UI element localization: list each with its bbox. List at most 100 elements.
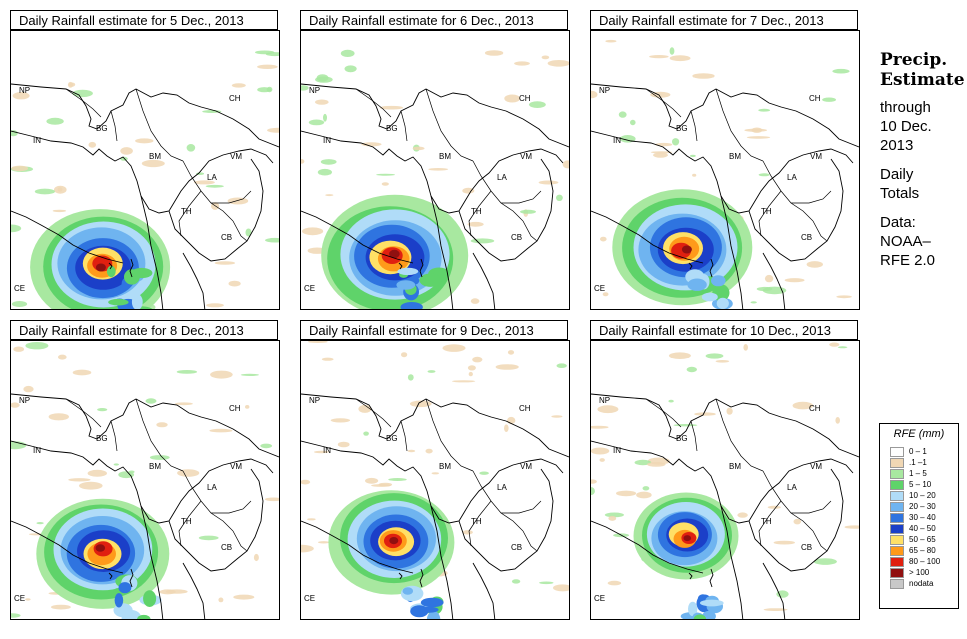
coastline [591,130,854,214]
legend-item: 65 – 80 [890,545,958,556]
rain-speckle [692,173,697,177]
map-area: NP CH IN BG BM VM LA TH CB CE [10,340,280,620]
rain-speckle [829,342,840,347]
country-border [812,220,828,242]
legend-swatch [890,567,904,578]
map-svg: NP CH IN BG BM VM LA TH CB CE [591,342,859,619]
rain-speckle [301,85,309,91]
country-label: BG [96,434,108,443]
rain-speckle [758,173,770,177]
rain-speckle [607,580,622,586]
rain-cell [420,606,439,613]
country-border [645,398,682,428]
legend-label: 10 – 20 [909,491,936,500]
rain-speckle [113,463,120,466]
rain-speckle [11,301,28,307]
country-border [178,190,202,237]
country-label: CE [14,284,25,293]
rain-speckle [409,400,432,408]
country-label: BG [676,434,688,443]
rain-speckle [36,522,44,525]
legend-label: 1 – 5 [909,469,927,478]
legend-label: .1 –1 [909,458,927,467]
rain-speckle [186,144,196,152]
country-border [400,110,408,142]
coastline [301,130,564,214]
coastline [709,568,714,588]
country-label: VM [520,462,532,471]
rain-speckle [321,357,334,361]
rain-speckle [832,68,850,74]
rain-speckle [316,74,329,82]
rain-speckle [325,194,334,197]
rain-speckle [260,443,273,449]
country-label: NP [19,396,30,405]
rain-speckle [758,108,771,112]
country-border [468,500,492,547]
rain-speckle [202,110,222,113]
rain-speckle [97,408,108,412]
country-border [110,420,118,452]
rain-speckle [79,481,103,490]
through-label: through [880,99,931,116]
panel-title: Daily Rainfall estimate for 6 Dec., 2013 [300,10,568,30]
rain-speckle [793,518,802,525]
rain-speckle [767,505,781,509]
country-border [715,88,764,162]
rain-speckle [764,274,774,283]
rain-speckle [751,127,763,133]
rain-speckle [412,146,425,151]
rain-speckle [193,180,215,185]
coastline [709,258,714,278]
country-label: BM [439,152,451,161]
legend-swatch [890,556,904,567]
rain-speckle [176,370,198,374]
country-label: CB [511,543,522,552]
country-border [425,398,474,472]
legend-label: 40 – 50 [909,524,936,533]
rain-cell [701,292,718,302]
country-border [791,500,832,514]
rain-speckle [520,209,536,214]
rain-speckle [317,168,332,176]
legend-item: 5 – 10 [890,479,958,490]
rain-speckle [407,449,416,453]
rain-speckle [694,412,716,416]
rain-speckle [836,295,852,299]
rain-speckle [379,105,404,110]
rain-speckle [511,579,521,584]
rain-speckle [206,303,224,308]
legend-swatch [890,490,904,501]
rain-cell [402,587,414,595]
rain-cell [131,294,143,309]
rain-speckle [88,141,97,148]
legend-swatch [890,468,904,479]
country-border [232,530,248,552]
country-border [690,110,698,142]
country-border [472,160,524,222]
rain-cell [114,593,124,608]
country-label: BG [96,124,108,133]
country-border [182,470,234,532]
rain-speckle [344,65,357,73]
legend-label: 65 – 80 [909,546,936,555]
rain-speckle [371,484,391,487]
rain-speckle [264,497,279,502]
rain-cell [121,610,142,619]
map-svg: NP CH IN BG BM VM LA TH CB CE [11,50,279,309]
country-label: CH [229,404,241,413]
rain-speckle [837,346,848,349]
rain-speckle [468,371,473,377]
legend-item: nodata [890,578,958,589]
rain-speckle [462,187,475,194]
panel-title: Daily Rainfall estimate for 8 Dec., 2013 [10,320,278,340]
country-label: LA [207,173,217,182]
rain-cell [711,275,726,287]
rain-speckle [381,182,389,186]
country-label: CH [519,404,531,413]
coastline [182,562,206,619]
coastline [720,195,744,309]
legend-label: 50 – 65 [909,535,936,544]
country-label: VM [810,152,822,161]
rain-speckle [253,553,259,562]
